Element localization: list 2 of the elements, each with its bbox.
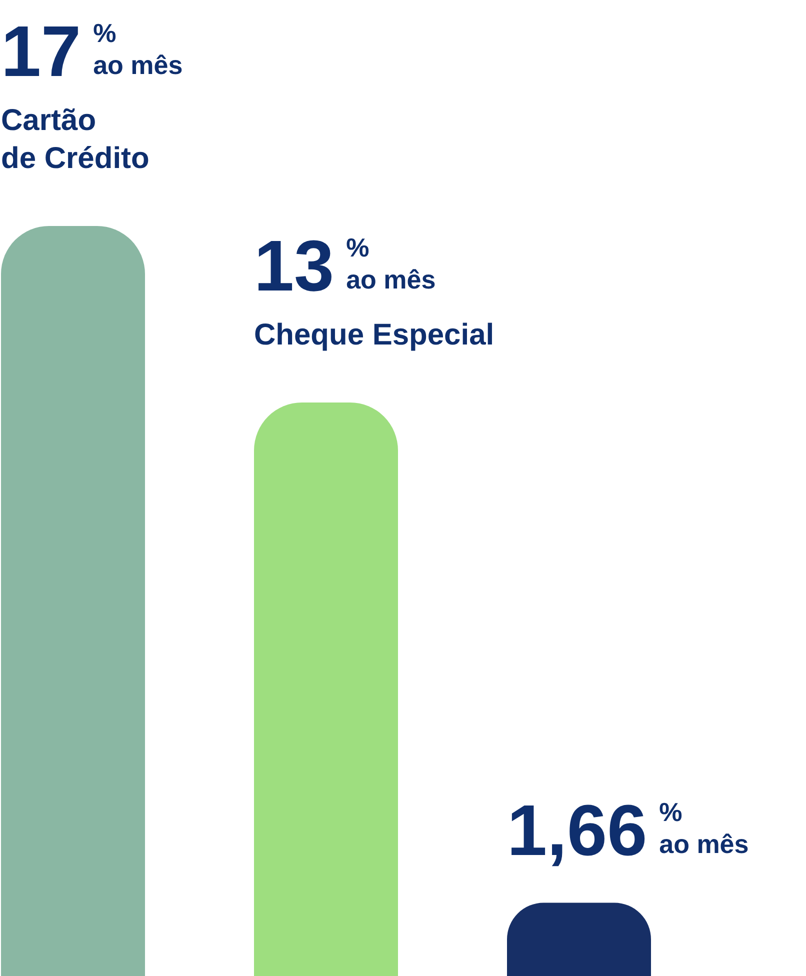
x-tick-label: Cheque Especial xyxy=(254,318,494,352)
x-tick-label: Cartão de Crédito xyxy=(1,104,150,175)
